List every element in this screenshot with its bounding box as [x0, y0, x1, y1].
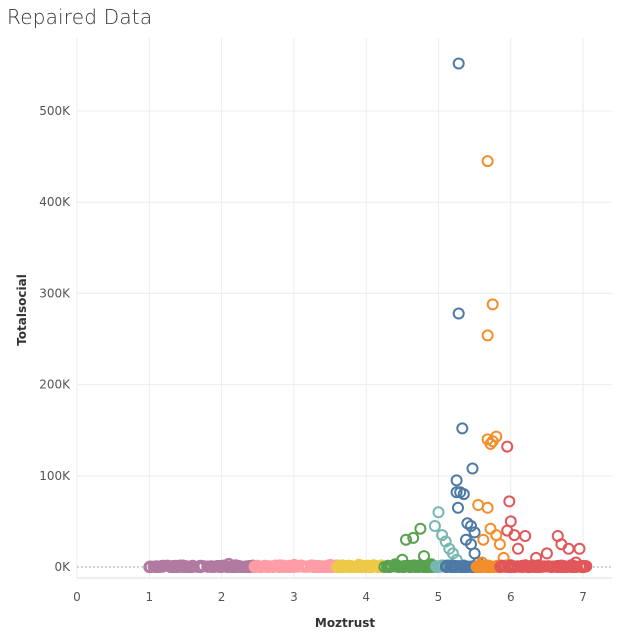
scatter-point	[407, 531, 420, 544]
scatter-point	[530, 551, 543, 564]
x-tick-label: 1	[145, 590, 153, 604]
scatter-point	[486, 298, 499, 311]
scatter-point	[503, 495, 516, 508]
scatter-point	[452, 501, 464, 514]
scatter-point-cluster	[397, 561, 410, 573]
scatter-point	[512, 542, 524, 555]
scatter-point	[465, 520, 477, 532]
grid-lines	[76, 38, 612, 579]
scatter-point	[222, 557, 235, 570]
scatter-point	[143, 561, 156, 574]
chart-title: Repaired Data	[7, 5, 153, 29]
scatter-point	[569, 556, 582, 569]
scatter-point	[450, 486, 463, 499]
scatter-point	[456, 422, 469, 435]
scatter-point	[450, 474, 463, 487]
scatter-point-cluster	[440, 561, 453, 573]
y-axis-label: Totalsocial	[15, 274, 29, 346]
scatter-point	[481, 501, 494, 514]
scatter-point	[466, 462, 479, 475]
scatter-point	[428, 520, 441, 532]
scatter-point-cluster	[445, 560, 458, 573]
x-axis-label: Moztrust	[315, 616, 376, 630]
scatter-point	[334, 560, 347, 573]
scatter-point	[481, 329, 494, 342]
scatter-point	[446, 547, 459, 560]
scatter-point	[436, 529, 449, 542]
scatter-point	[452, 57, 465, 70]
scatter-point	[484, 522, 497, 535]
scatter-point-cluster	[478, 559, 491, 572]
scatter-point	[457, 488, 470, 501]
scatter-point	[360, 560, 373, 573]
y-tick-label: 300K	[39, 286, 71, 300]
scatter-point	[251, 559, 264, 572]
scatter-point	[501, 440, 514, 453]
scatter-point	[414, 522, 427, 535]
scatter-point	[179, 560, 192, 572]
scatter-point	[477, 533, 490, 546]
scatter-point	[481, 155, 494, 168]
scatter-point-cluster	[506, 561, 519, 573]
scatter-point	[396, 553, 409, 566]
scatter-point	[573, 542, 586, 555]
scatter-point-cluster	[497, 560, 510, 573]
scatter-point	[150, 560, 163, 573]
x-tick-label: 0	[73, 590, 81, 604]
scatter-point	[490, 430, 503, 443]
x-tick-label: 7	[579, 590, 587, 604]
scatter-point	[484, 437, 497, 450]
y-axis-ticks: 0K 100K 200K 300K 400K 500K	[39, 104, 71, 574]
x-tick-label: 6	[507, 590, 515, 604]
scatter-point	[468, 526, 481, 539]
x-tick-label: 5	[435, 590, 443, 604]
scatter-point-cluster	[519, 559, 532, 572]
y-tick-label: 200K	[39, 378, 71, 392]
x-tick-label: 3	[290, 590, 298, 604]
x-tick-label: 4	[362, 590, 370, 604]
scatter-point	[418, 550, 430, 563]
scatter-point-cluster	[405, 560, 418, 573]
scatter-point	[381, 559, 394, 572]
scatter-point	[504, 515, 517, 528]
x-axis-ticks: 0 1 2 3 4 5 6 7	[73, 590, 587, 604]
scatter-point	[452, 307, 465, 320]
y-tick-label: 500K	[39, 104, 71, 118]
scatter-point	[367, 559, 380, 572]
scatter-point-cluster	[296, 560, 309, 573]
scatter-point	[475, 556, 488, 569]
x-tick-label: 2	[218, 590, 226, 604]
scatter-point	[540, 547, 553, 560]
scatter-point	[519, 530, 532, 542]
y-tick-label: 400K	[39, 195, 71, 209]
y-tick-label: 100K	[39, 469, 71, 483]
scatter-point-cluster	[537, 560, 550, 573]
scatter-point-cluster	[556, 561, 569, 573]
scatter-point	[353, 558, 365, 571]
scatter-point	[432, 506, 445, 519]
data-points	[143, 57, 593, 574]
scatter-point	[493, 538, 506, 551]
y-tick-label: 0K	[54, 560, 71, 574]
scatter-point-cluster	[458, 561, 471, 573]
scatter-point	[400, 533, 412, 546]
